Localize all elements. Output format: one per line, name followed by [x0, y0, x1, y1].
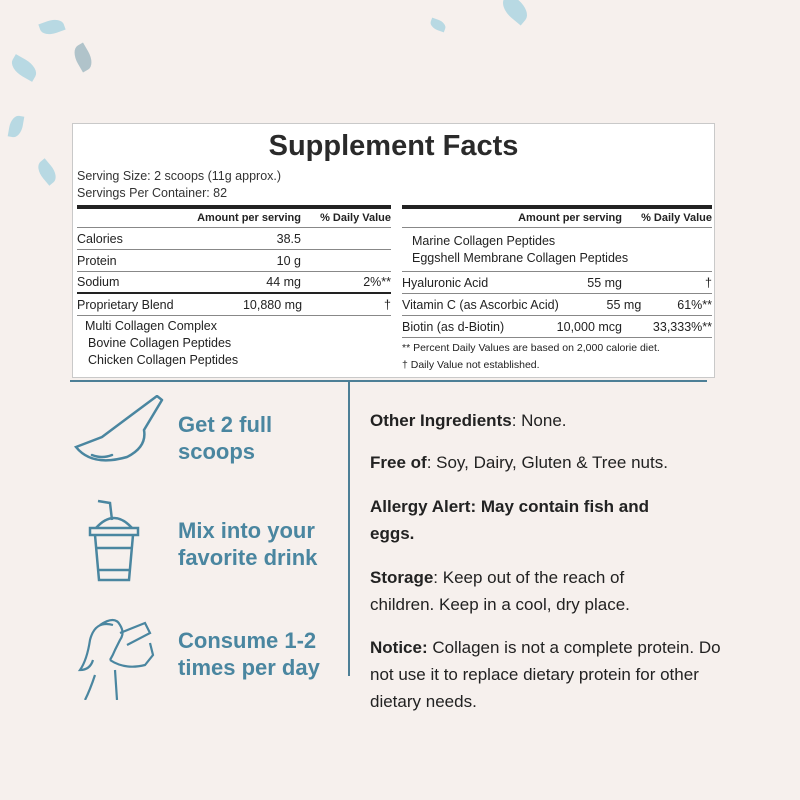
info-text: : Soy, Dairy, Gluten & Tree nuts.: [426, 453, 668, 472]
divider: [402, 205, 712, 209]
info-label: Free of: [370, 453, 427, 472]
table-row: Hyaluronic Acid 55 mg †: [402, 272, 712, 294]
nutrient-amount: 44 mg: [266, 275, 301, 289]
info-text: : None.: [511, 411, 567, 430]
footnote: † Daily Value not established.: [402, 359, 540, 371]
nutrient-amount: 38.5: [276, 231, 301, 246]
allergy-alert: Allergy Alert: May contain fish and eggs…: [370, 493, 690, 547]
leaf-decoration: [7, 114, 25, 139]
blend-item: Bovine Collagen Peptides: [88, 336, 232, 350]
nutrient-amount: 10,880 mg: [242, 297, 303, 312]
woman-drinking-icon: [77, 618, 155, 700]
step-text: Consume 1-2: [178, 628, 317, 653]
nutrient-dv: 33,333%**: [652, 319, 712, 334]
table-row: Sodium 44 mg 2%**: [77, 272, 391, 294]
table-row: Protein 10 g: [77, 250, 391, 272]
blend-item: Multi Collagen Complex: [85, 319, 218, 333]
info-label: Allergy Alert: May contain fish and eggs…: [370, 497, 649, 543]
info-text: Collagen is not a complete protein. Do n…: [370, 638, 721, 711]
panel-title: Supplement Facts: [268, 130, 519, 162]
leaf-decoration: [33, 158, 61, 186]
scoop-icon: [73, 395, 164, 462]
storage: Storage: Keep out of the reach of childr…: [370, 564, 670, 618]
amount-header: Amount per serving: [197, 212, 301, 224]
blend-item: Chicken Collagen Peptides: [88, 353, 239, 367]
step-mix-drink: Mix into your favorite drink: [178, 517, 317, 571]
leaf-decoration: [497, 0, 533, 26]
step-get-scoops: Get 2 full scoops: [178, 411, 272, 465]
notice: Notice: Collagen is not a complete prote…: [370, 634, 735, 715]
nutrient-name: Vitamin C (as Ascorbic Acid): [402, 297, 559, 312]
step-consume: Consume 1-2 times per day: [178, 627, 320, 681]
blend-item: Eggshell Membrane Collagen Peptides: [412, 251, 629, 265]
dv-header: % Daily Value: [320, 212, 391, 224]
leaf-decoration: [428, 17, 448, 33]
leaf-decoration: [70, 42, 96, 73]
info-label: Notice:: [370, 638, 428, 657]
nutrient-amount: 10 g: [276, 253, 301, 268]
left-column: Amount per serving % Daily Value Calories…: [77, 205, 391, 369]
nutrient-name: Proprietary Blend: [77, 297, 174, 312]
footnote: ** Percent Daily Values are based on 2,0…: [402, 342, 660, 354]
column-header: Amount per serving % Daily Value: [402, 209, 712, 228]
info-text: : Keep out of the reach of children. Kee…: [370, 568, 630, 614]
nutrient-name: Biotin (as d-Biotin): [402, 319, 505, 334]
column-divider: [348, 381, 350, 676]
step-text: Get 2 full: [178, 412, 273, 437]
drink-cup-icon: [88, 499, 140, 582]
step-text: favorite drink: [178, 545, 318, 570]
nutrient-dv: 2%**: [363, 275, 391, 289]
dv-header: % Daily Value: [641, 212, 712, 224]
right-column: Amount per serving % Daily Value Marine C…: [402, 205, 712, 374]
nutrient-name: Calories: [77, 231, 123, 246]
table-row: Vitamin C (as Ascorbic Acid) 55 mg 61%**: [402, 294, 712, 316]
blend-list-continued: Marine Collagen Peptides Eggshell Membra…: [402, 228, 712, 272]
nutrient-amount: 55 mg: [606, 297, 642, 312]
step-text: scoops: [178, 439, 256, 464]
nutrient-amount: 55 mg: [587, 275, 622, 290]
nutrient-dv: †: [705, 275, 712, 290]
section-divider: [70, 380, 707, 382]
other-ingredients: Other Ingredients: None.: [370, 407, 740, 434]
nutrient-name: Sodium: [77, 275, 120, 289]
leaf-decoration: [7, 54, 41, 82]
info-label: Other Ingredients: [370, 411, 512, 430]
blend-list: Multi Collagen Complex Bovine Collagen P…: [77, 316, 391, 369]
divider: [77, 205, 391, 209]
nutrient-amount: 10,000 mcg: [556, 319, 622, 334]
servings-per-container: Servings Per Container: 82: [77, 186, 228, 200]
table-row: Calories 38.5: [77, 228, 391, 250]
table-row: Biotin (as d-Biotin) 10,000 mcg 33,333%**: [402, 316, 712, 338]
step-text: Mix into your: [178, 518, 315, 543]
leaf-decoration: [38, 16, 66, 38]
blend-item: Marine Collagen Peptides: [412, 234, 556, 248]
nutrient-dv: †: [384, 297, 391, 312]
step-text: times per day: [178, 655, 320, 680]
nutrient-dv: 61%**: [677, 297, 712, 312]
nutrient-name: Hyaluronic Acid: [402, 275, 489, 290]
serving-size: Serving Size: 2 scoops (11g approx.): [77, 169, 282, 183]
nutrient-name: Protein: [77, 253, 117, 268]
info-label: Storage: [370, 568, 434, 587]
free-of: Free of: Soy, Dairy, Gluten & Tree nuts.: [370, 449, 740, 476]
column-header: Amount per serving % Daily Value: [77, 209, 391, 228]
supplement-facts-panel: Supplement Facts Serving Size: 2 scoops …: [72, 123, 715, 378]
amount-header: Amount per serving: [518, 212, 622, 224]
table-row: Proprietary Blend 10,880 mg †: [77, 294, 391, 316]
